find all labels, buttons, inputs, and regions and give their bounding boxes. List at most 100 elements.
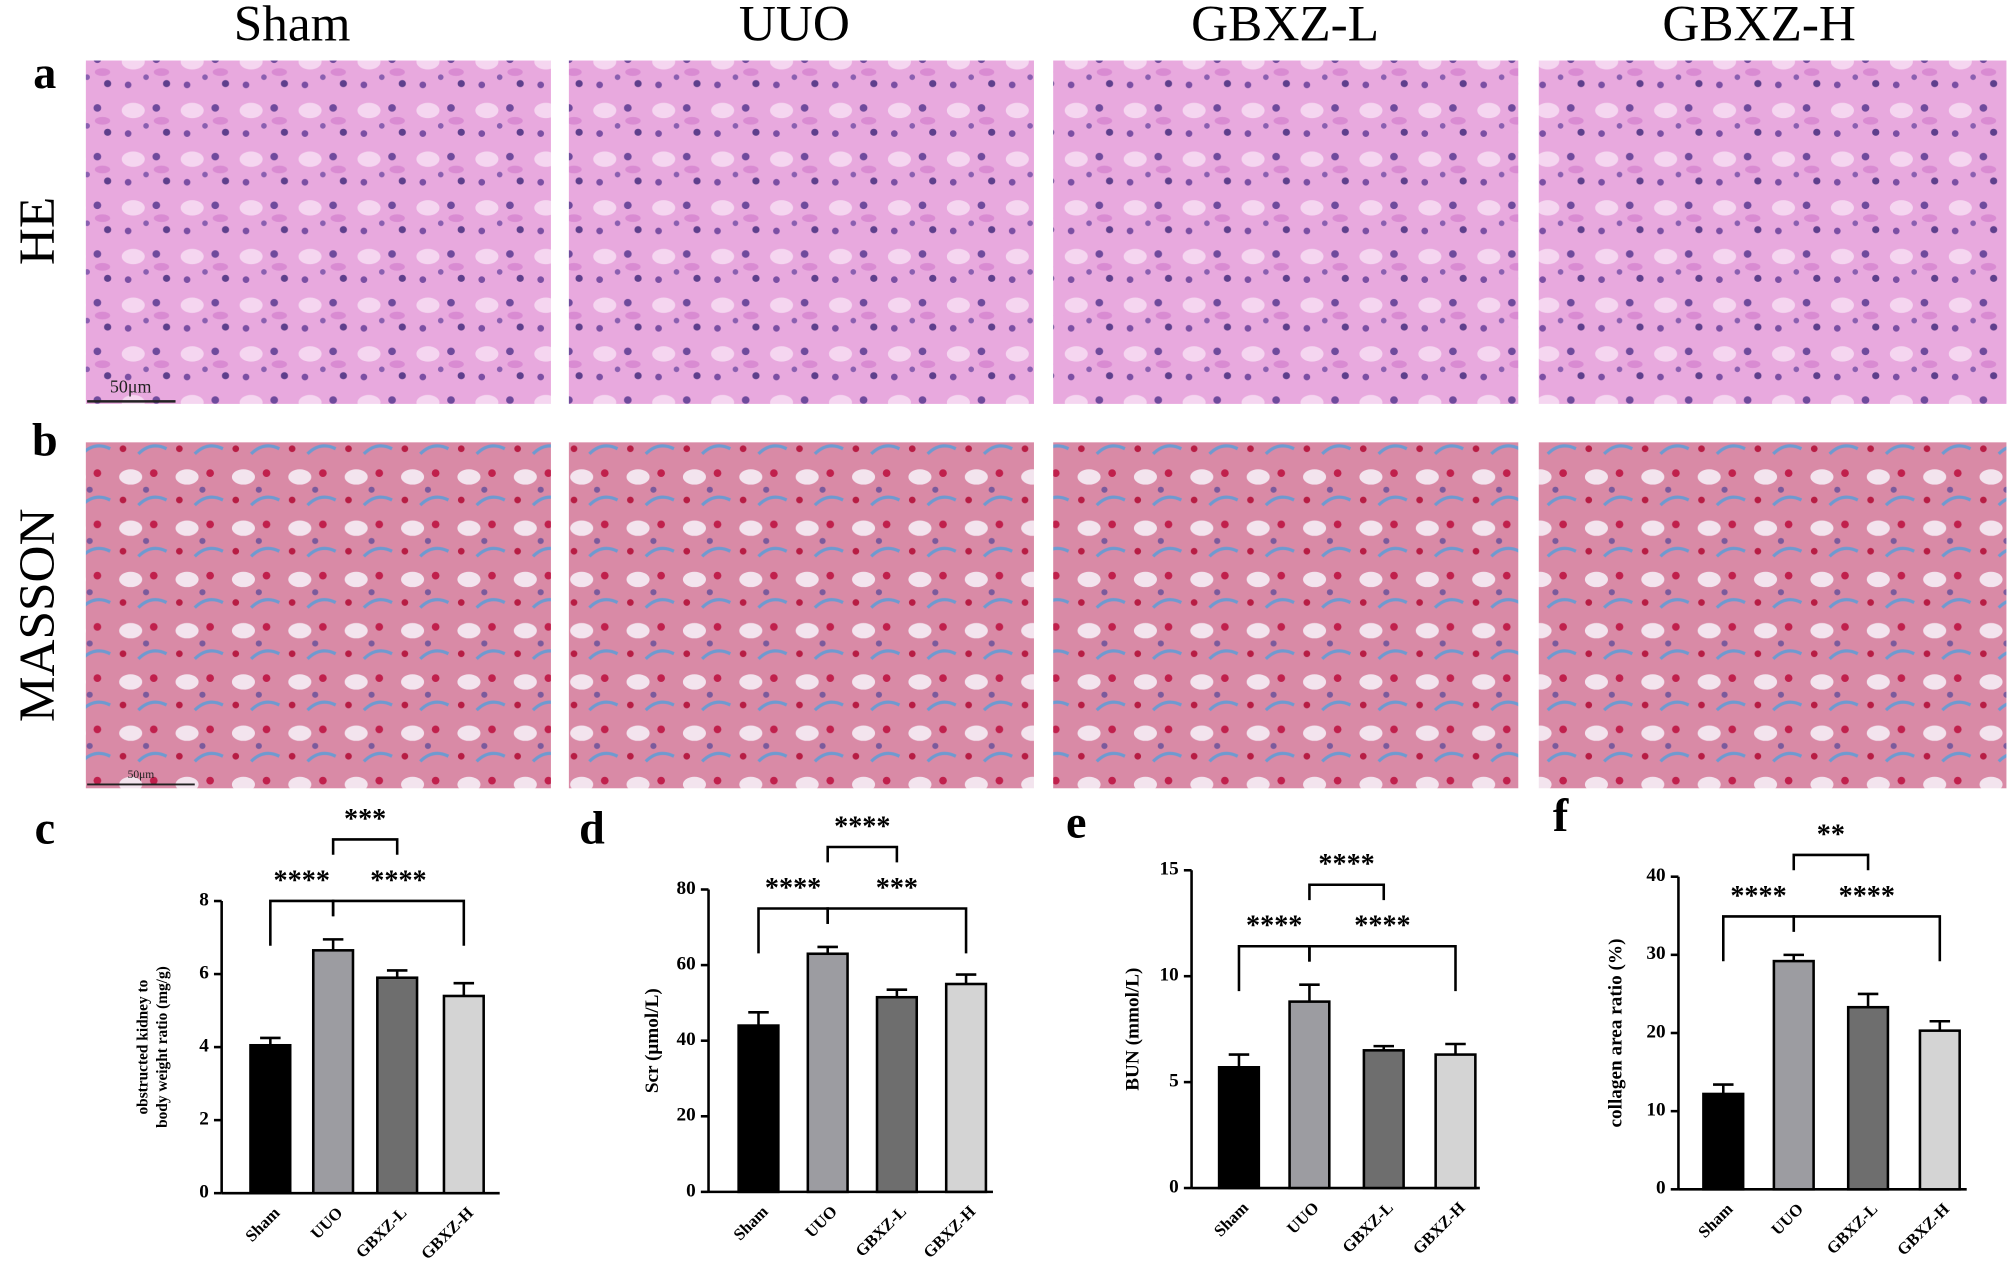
y-tick-label: 10: [1646, 1100, 1665, 1121]
x-tick-label: GBXZ-L: [1823, 1199, 1882, 1258]
significance-label: ****: [1730, 881, 1786, 912]
significance-bracket: [1308, 883, 1386, 901]
row-label: MASSON: [9, 509, 66, 723]
significance-label: ****: [1246, 911, 1302, 942]
y-axis-label: Scr (μmol/L): [642, 988, 663, 1093]
bar: [875, 995, 919, 1194]
significance-bracket: [826, 907, 968, 954]
y-tick-label: 20: [1646, 1021, 1665, 1042]
bar: [944, 982, 988, 1194]
histology-image: [1053, 442, 1519, 789]
bar: [737, 1024, 780, 1194]
significance-label: ***: [876, 873, 918, 904]
x-tick-label: GBXZ-L: [352, 1203, 411, 1262]
panel-label: c: [35, 803, 55, 854]
histology-images: [85, 60, 2007, 789]
x-tick-label: Sham: [1694, 1199, 1736, 1241]
y-tick-label: 2: [199, 1109, 209, 1130]
histology-image: [1053, 60, 1519, 404]
histology-image: [1538, 60, 2007, 404]
y-tick-label: 4: [199, 1036, 209, 1057]
y-tick-label: 80: [677, 878, 696, 899]
bar: [1772, 959, 1815, 1191]
x-tick-label: Sham: [241, 1203, 283, 1245]
bar: [249, 1043, 292, 1195]
y-tick-label: 30: [1646, 943, 1665, 964]
x-tick-label: GBXZ-L: [852, 1202, 911, 1261]
significance-label: ****: [274, 865, 330, 896]
significance-bracket: [757, 907, 829, 954]
panel-label: f: [1553, 790, 1569, 841]
histology-image: [85, 60, 551, 404]
y-tick-label: 0: [199, 1182, 209, 1203]
bar: [1702, 1092, 1745, 1191]
x-tick-label: GBXZ-H: [919, 1202, 979, 1262]
x-tick-label: UUO: [801, 1202, 841, 1242]
significance-bracket: [1308, 944, 1457, 992]
significance-bracket: [1792, 853, 1870, 871]
significance-bracket: [1722, 915, 1796, 962]
x-tick-label: Sham: [730, 1202, 772, 1244]
panel-label: b: [32, 414, 58, 465]
x-tick-label: GBXZ-H: [1409, 1198, 1469, 1258]
bar: [1918, 1029, 1961, 1191]
x-tick-label: Sham: [1210, 1198, 1252, 1240]
significance-label: ****: [1839, 881, 1895, 912]
histology-image: [1538, 442, 2007, 789]
y-tick-label: 10: [1160, 965, 1179, 986]
significance-label: ****: [1318, 849, 1374, 880]
significance-bracket: [331, 838, 399, 855]
bar: [376, 976, 419, 1195]
y-tick-label: 0: [1656, 1178, 1666, 1199]
bar: [311, 949, 355, 1195]
x-tick-label: UUO: [1283, 1198, 1323, 1238]
column-header: GBXZ-L: [1191, 0, 1379, 52]
y-axis-label: body weight ratio (mg/g): [154, 966, 171, 1128]
bar: [1434, 1053, 1477, 1190]
x-tick-label: GBXZ-H: [1893, 1199, 1953, 1259]
x-tick-label: GBXZ-L: [1338, 1198, 1397, 1257]
scale-bar-label: 50μm: [110, 377, 152, 397]
bar: [1846, 1005, 1890, 1191]
y-axis-label: obstructed kidney to: [135, 979, 152, 1114]
y-tick-label: 0: [686, 1180, 696, 1201]
panel-label: d: [579, 803, 605, 854]
panel-label: a: [33, 47, 56, 98]
column-header: UUO: [739, 0, 850, 52]
bar: [806, 952, 849, 1194]
scale-bar-label: 50μm: [128, 769, 155, 781]
row-label: HE: [9, 197, 66, 265]
bar: [1362, 1049, 1405, 1190]
y-tick-label: 40: [1646, 865, 1665, 886]
significance-label: ***: [344, 804, 386, 835]
histology-image: [568, 60, 1034, 404]
x-tick-label: UUO: [1767, 1199, 1807, 1239]
histology-image: [568, 442, 1034, 789]
bar: [1288, 1000, 1331, 1190]
histology-image: [85, 442, 551, 789]
x-tick-label: GBXZ-H: [417, 1203, 477, 1263]
significance-label: ****: [765, 873, 821, 904]
y-axis-label: BUN (mmol/L): [1122, 968, 1143, 1091]
significance-label: ****: [370, 865, 426, 896]
significance-bracket: [1237, 944, 1311, 992]
column-header: GBXZ-H: [1662, 0, 1856, 52]
x-tick-label: UUO: [307, 1203, 347, 1243]
y-tick-label: 15: [1160, 859, 1179, 880]
y-tick-label: 5: [1169, 1071, 1179, 1092]
bar: [1217, 1066, 1261, 1190]
y-tick-label: 20: [677, 1105, 696, 1126]
y-tick-label: 6: [199, 962, 209, 983]
panel-label: e: [1066, 796, 1086, 847]
significance-label: **: [1817, 819, 1845, 850]
bar: [442, 994, 485, 1195]
significance-bracket: [1792, 915, 1942, 962]
column-header: Sham: [234, 0, 351, 52]
y-axis-label: collagen area ratio (%): [1605, 939, 1626, 1128]
y-tick-label: 40: [677, 1029, 696, 1050]
y-tick-label: 60: [677, 953, 696, 974]
significance-bracket: [331, 899, 466, 946]
y-tick-label: 0: [1169, 1176, 1179, 1197]
y-tick-label: 8: [199, 889, 209, 910]
